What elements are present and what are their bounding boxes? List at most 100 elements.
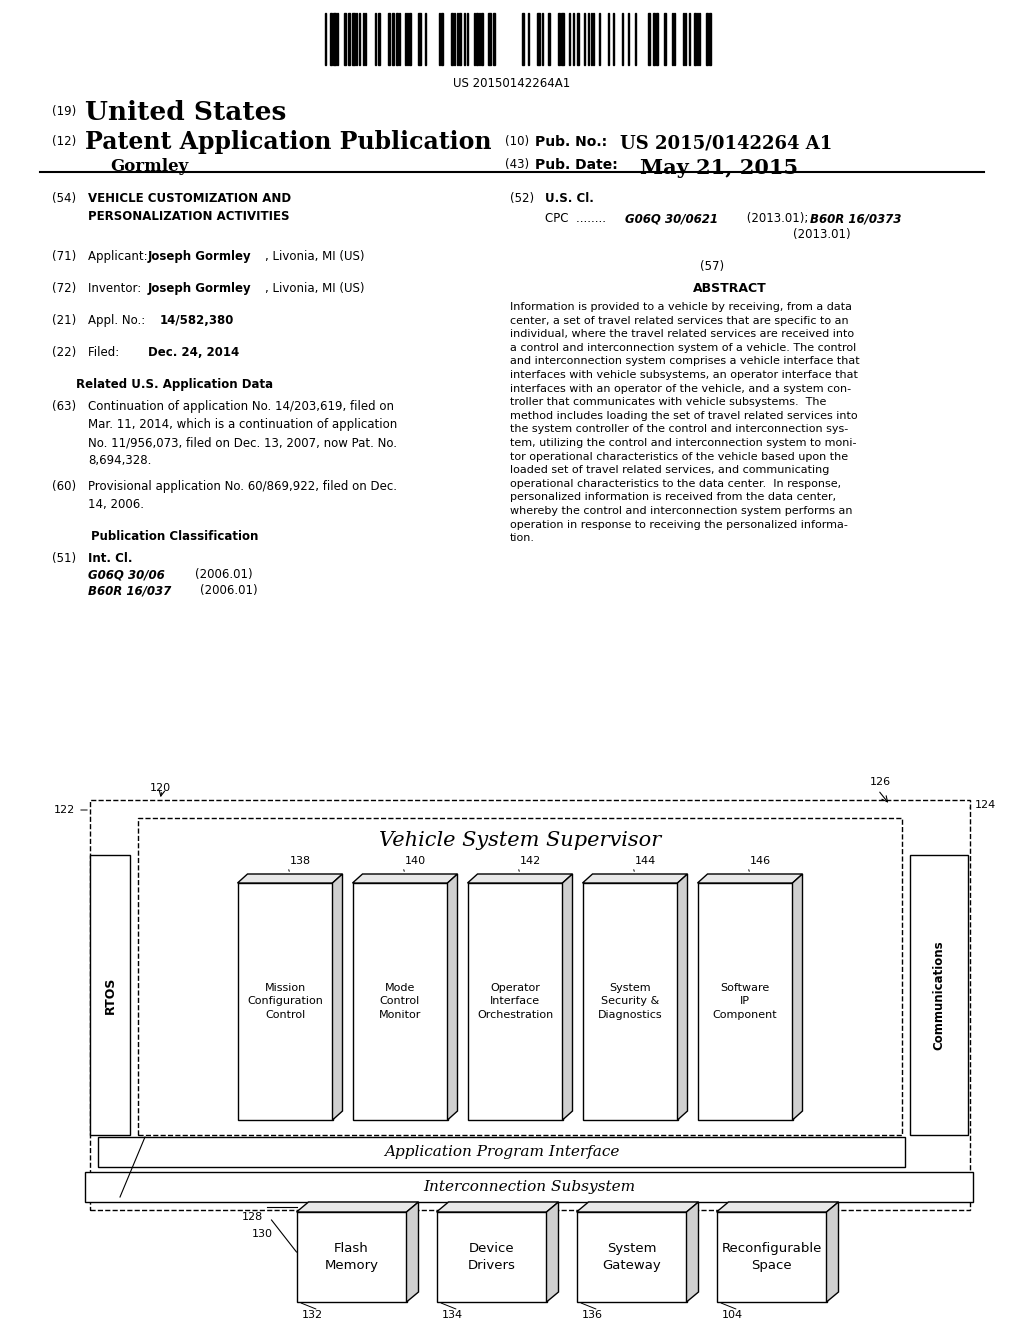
Polygon shape <box>577 1203 698 1212</box>
Text: Publication Classification: Publication Classification <box>91 531 259 543</box>
Text: (71): (71) <box>52 249 76 263</box>
Bar <box>522 13 524 65</box>
Bar <box>238 883 333 1119</box>
Text: (2006.01): (2006.01) <box>195 568 253 581</box>
Polygon shape <box>352 874 458 883</box>
Text: US 20150142264A1: US 20150142264A1 <box>454 77 570 90</box>
Polygon shape <box>436 1203 558 1212</box>
Text: 140: 140 <box>406 855 426 866</box>
Text: (10): (10) <box>505 135 529 148</box>
Bar <box>138 818 902 1135</box>
Text: (22): (22) <box>52 346 76 359</box>
Bar <box>561 13 564 65</box>
Text: (51): (51) <box>52 552 76 565</box>
Polygon shape <box>583 874 687 883</box>
Text: (2006.01): (2006.01) <box>200 583 258 597</box>
Polygon shape <box>562 874 572 1119</box>
Polygon shape <box>686 1203 698 1302</box>
Bar <box>436 1212 547 1302</box>
Bar <box>85 1172 973 1203</box>
Bar <box>493 13 495 65</box>
Text: United States: United States <box>85 100 287 125</box>
Text: Provisional application No. 60/869,922, filed on Dec.
14, 2006.: Provisional application No. 60/869,922, … <box>88 480 397 511</box>
Polygon shape <box>697 874 803 883</box>
Text: 122: 122 <box>53 805 75 814</box>
Text: , Livonia, MI (US): , Livonia, MI (US) <box>265 282 365 294</box>
Bar <box>348 13 350 65</box>
Bar <box>90 800 970 1210</box>
Bar <box>344 13 346 65</box>
Polygon shape <box>238 874 342 883</box>
Bar <box>90 855 130 1135</box>
Bar <box>409 13 411 65</box>
Bar <box>577 13 579 65</box>
Text: System
Security &
Diagnostics: System Security & Diagnostics <box>598 983 663 1019</box>
Text: (72): (72) <box>52 282 76 294</box>
Text: (52): (52) <box>510 191 535 205</box>
Text: Appl. No.:: Appl. No.: <box>88 314 153 327</box>
Bar <box>706 13 708 65</box>
Text: Joseph Gormley: Joseph Gormley <box>148 282 252 294</box>
Bar <box>537 13 540 65</box>
Bar <box>418 13 421 65</box>
Bar <box>392 13 394 65</box>
Polygon shape <box>447 874 458 1119</box>
Bar <box>297 1212 407 1302</box>
Polygon shape <box>717 1203 839 1212</box>
Text: Communications: Communications <box>933 940 945 1049</box>
Text: Joseph Gormley: Joseph Gormley <box>148 249 252 263</box>
Bar <box>548 13 550 65</box>
Text: (57): (57) <box>700 260 724 273</box>
Bar <box>352 883 447 1119</box>
Polygon shape <box>547 1203 558 1302</box>
Bar <box>441 13 443 65</box>
Bar <box>352 13 355 65</box>
Text: G06Q 30/06: G06Q 30/06 <box>88 568 165 581</box>
Bar <box>333 13 336 65</box>
Bar <box>396 13 398 65</box>
Bar <box>697 883 793 1119</box>
Text: Mission
Configuration
Control: Mission Configuration Control <box>247 983 323 1019</box>
Text: Patent Application Publication: Patent Application Publication <box>85 129 492 154</box>
Bar <box>468 883 562 1119</box>
Bar <box>488 13 490 65</box>
Text: Dec. 24, 2014: Dec. 24, 2014 <box>148 346 240 359</box>
Text: Reconfigurable
Space: Reconfigurable Space <box>721 1242 821 1272</box>
Text: (12): (12) <box>52 135 76 148</box>
Bar <box>388 13 390 65</box>
Text: B60R 16/037: B60R 16/037 <box>88 583 171 597</box>
Text: US 2015/0142264 A1: US 2015/0142264 A1 <box>620 135 833 153</box>
Polygon shape <box>826 1203 839 1302</box>
Text: (2013.01): (2013.01) <box>793 228 851 242</box>
Polygon shape <box>468 874 572 883</box>
Bar <box>656 13 658 65</box>
Text: CPC  ........: CPC ........ <box>545 213 613 224</box>
Text: G06Q 30/0621: G06Q 30/0621 <box>625 213 718 224</box>
Text: 124: 124 <box>975 800 996 810</box>
Text: 130: 130 <box>252 1229 272 1239</box>
Text: Operator
Interface
Orchestration: Operator Interface Orchestration <box>477 983 553 1019</box>
Bar <box>694 13 696 65</box>
Text: Pub. Date:: Pub. Date: <box>535 158 617 172</box>
Bar <box>577 1212 686 1302</box>
Text: 104: 104 <box>722 1309 742 1320</box>
Polygon shape <box>407 1203 419 1302</box>
Text: VEHICLE CUSTOMIZATION AND
PERSONALIZATION ACTIVITIES: VEHICLE CUSTOMIZATION AND PERSONALIZATIO… <box>88 191 291 223</box>
Text: Flash
Memory: Flash Memory <box>325 1242 379 1272</box>
Text: Vehicle System Supervisor: Vehicle System Supervisor <box>379 830 662 850</box>
Text: Interconnection Subsystem: Interconnection Subsystem <box>423 1180 635 1195</box>
Text: (2013.01);: (2013.01); <box>743 213 808 224</box>
Polygon shape <box>297 1203 419 1212</box>
Bar <box>378 13 380 65</box>
Text: (60): (60) <box>52 480 76 492</box>
Bar <box>98 1137 905 1167</box>
Text: Inventor:: Inventor: <box>88 282 153 294</box>
Text: Software
IP
Component: Software IP Component <box>713 983 777 1019</box>
Text: Int. Cl.: Int. Cl. <box>88 552 132 565</box>
Bar <box>451 13 453 65</box>
Text: ABSTRACT: ABSTRACT <box>693 282 767 294</box>
Text: Application Program Interface: Application Program Interface <box>384 1144 620 1159</box>
Text: 128: 128 <box>242 1212 263 1222</box>
Bar <box>459 13 461 65</box>
Text: (19): (19) <box>52 106 76 117</box>
